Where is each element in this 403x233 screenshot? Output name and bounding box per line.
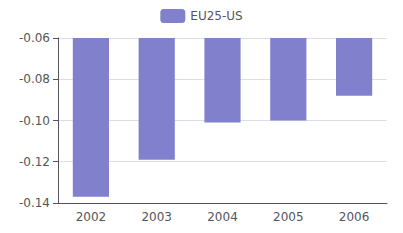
svg-text:-0.12: -0.12 xyxy=(19,155,50,169)
svg-text:2003: 2003 xyxy=(141,210,172,224)
svg-text:-0.06: -0.06 xyxy=(19,31,50,45)
svg-text:2004: 2004 xyxy=(207,210,238,224)
svg-text:-0.08: -0.08 xyxy=(19,72,50,86)
svg-text:-0.10: -0.10 xyxy=(19,114,50,128)
svg-text:-0.14: -0.14 xyxy=(19,196,50,210)
svg-text:EU25-US: EU25-US xyxy=(190,9,242,23)
svg-text:2005: 2005 xyxy=(273,210,304,224)
svg-text:2006: 2006 xyxy=(339,210,370,224)
svg-text:2002: 2002 xyxy=(76,210,107,224)
